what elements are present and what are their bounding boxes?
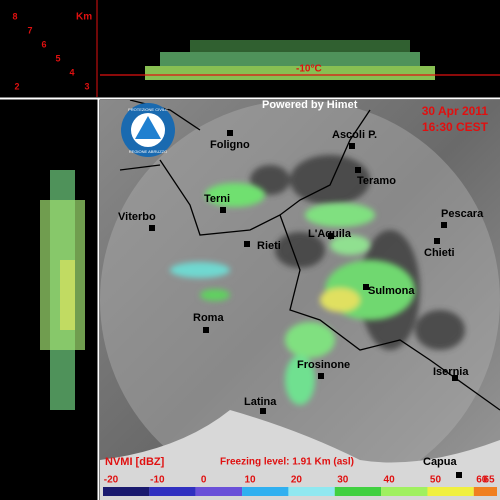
logo-top: PROTEZIONE CIVILE <box>128 107 168 112</box>
height-label: 7 <box>27 25 32 35</box>
city-label: Latina <box>244 396 277 408</box>
scale-cell <box>381 487 428 496</box>
scale-cell <box>473 487 497 496</box>
city-marker <box>227 130 233 136</box>
scale-cell <box>242 487 289 496</box>
scale-cell <box>288 487 335 496</box>
city-marker <box>328 233 334 239</box>
city-label: Ascoli P. <box>332 129 377 141</box>
city-label: Roma <box>193 312 224 324</box>
city-label: L'Aquila <box>308 228 352 240</box>
scale-cell <box>149 487 196 496</box>
height-label: 2 <box>14 81 19 91</box>
city-label: Viterbo <box>118 211 156 223</box>
city-label: Foligno <box>210 139 250 151</box>
height-label: 3 <box>84 81 89 91</box>
city-marker <box>452 375 458 381</box>
scale-tick-label: -10 <box>150 475 165 486</box>
height-label: 5 <box>55 53 60 63</box>
city-marker <box>260 408 266 414</box>
city-marker <box>244 241 250 247</box>
isotherm-label: -10°C <box>296 64 322 75</box>
scale-tick-label: 0 <box>201 475 207 486</box>
unit: Km <box>76 12 92 23</box>
city-label: Terni <box>204 193 230 205</box>
legend-title: NVMI [dBZ] <box>105 456 165 468</box>
city-marker <box>220 207 226 213</box>
city-label: Pescara <box>441 208 484 220</box>
map <box>100 100 500 500</box>
scale-tick-label: -20 <box>104 475 119 486</box>
city-label: Capua <box>423 456 458 468</box>
height-label: 6 <box>41 39 46 49</box>
height-label: 4 <box>69 67 74 77</box>
scale-cell <box>195 487 243 496</box>
scale-cell <box>334 487 382 496</box>
city-marker <box>149 225 155 231</box>
city-marker <box>355 167 361 173</box>
city-marker <box>349 143 355 149</box>
scale-tick-label: 40 <box>384 475 396 486</box>
scale-tick-label: 65 <box>483 475 495 486</box>
city-label: Frosinone <box>297 359 350 371</box>
city-label: Teramo <box>357 175 396 187</box>
city-label: Isernia <box>433 366 469 378</box>
city-marker <box>363 284 369 290</box>
scale-cell <box>103 487 150 496</box>
scale-tick-label: 10 <box>244 475 256 486</box>
profile-top: -10°C <box>96 0 500 97</box>
scale-tick-label: 30 <box>337 475 349 486</box>
city-label: Sulmona <box>368 285 415 297</box>
logo-bottom: REGIONE ABRUZZO <box>129 149 167 154</box>
credit: Powered by Himet <box>262 99 358 111</box>
scale-cell <box>427 487 474 496</box>
scale-tick-label: 50 <box>430 475 442 486</box>
city-marker <box>318 373 324 379</box>
time: 16:30 CEST <box>422 120 489 134</box>
city-marker <box>203 327 209 333</box>
city-marker <box>456 472 462 478</box>
freezing-level: Freezing level: 1.91 Km (asl) <box>220 457 354 468</box>
scale-tick-label: 20 <box>291 475 303 486</box>
city-marker <box>441 222 447 228</box>
height-label: 8 <box>12 11 17 21</box>
city-label: Chieti <box>424 247 455 259</box>
city-label: Rieti <box>257 240 281 252</box>
profile-left <box>40 170 85 410</box>
scale-tick-label: 60 <box>476 475 488 486</box>
date: 30 Apr 2011 <box>422 104 489 118</box>
logo: PROTEZIONE CIVILE REGIONE ABRUZZO <box>121 103 175 157</box>
city-marker <box>434 238 440 244</box>
rain <box>170 183 415 405</box>
